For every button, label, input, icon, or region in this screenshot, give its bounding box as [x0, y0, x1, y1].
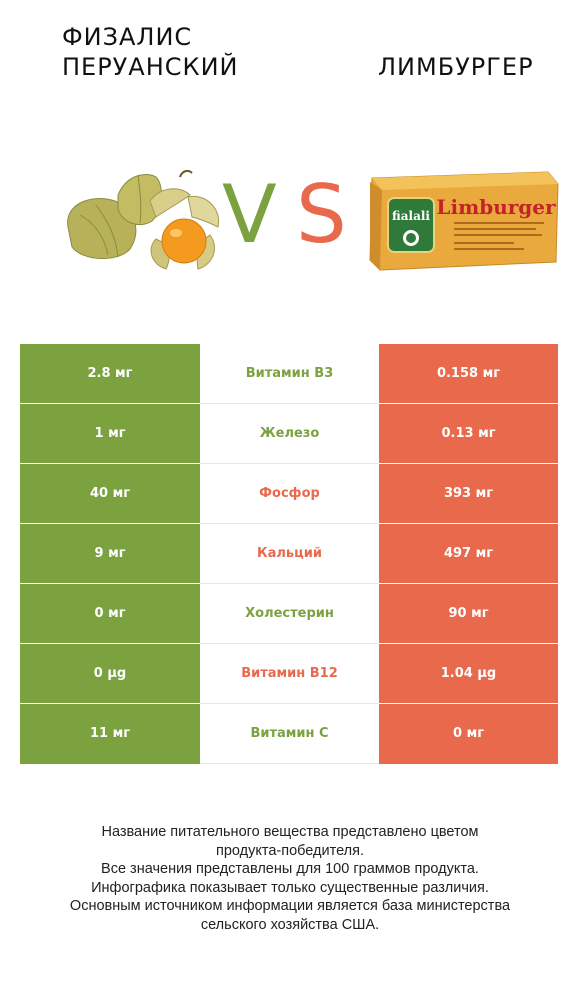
package-brand-text: fialali: [392, 209, 430, 223]
right-value-cell: 0 мг: [379, 703, 558, 764]
right-value-cell: 0.13 мг: [379, 403, 558, 464]
vs-letter-v: V: [222, 168, 277, 261]
footer-line: Название питательного вещества представл…: [101, 824, 479, 840]
nutrient-name-cell: Кальций: [200, 523, 379, 584]
physalis-image: [67, 169, 220, 270]
nutrient-name-cell: Витамин B12: [200, 643, 379, 704]
nutrient-name-cell: Холестерин: [200, 583, 379, 644]
package-name-text: Limburger: [436, 195, 556, 219]
right-value-cell: 497 мг: [379, 523, 558, 584]
nutrient-name-cell: Фосфор: [200, 463, 379, 524]
comparison-table: 2.8 мг Витамин B3 0.158 мг 1 мг Железо 0.13 м…: [20, 344, 558, 764]
comparison-row: 40 мг Фосфор 393 мг: [20, 463, 558, 524]
comparison-row: 2.8 мг Витамин B3 0.158 мг: [20, 344, 558, 404]
right-value-cell: 1.04 µg: [379, 643, 558, 704]
comparison-row: 0 мг Холестерин 90 мг: [20, 583, 558, 644]
comparison-row: 0 µg Витамин B12 1.04 µg: [20, 643, 558, 704]
left-value-cell: 40 мг: [20, 463, 200, 524]
vs-letter-s: S: [296, 168, 347, 261]
left-product-title: ФИЗАЛИС ПЕРУАНСКИЙ: [62, 22, 238, 82]
left-title-line1: ФИЗАЛИС: [62, 23, 193, 51]
footer-line: сельского хозяйства США.: [200, 916, 380, 933]
left-value-cell: 9 мг: [20, 523, 200, 584]
left-value-cell: 0 µg: [20, 643, 200, 704]
right-product-title: ЛИМБУРГЕР: [378, 53, 534, 81]
left-value-cell: 11 мг: [20, 703, 200, 764]
limburger-package-image: fialali Limburger: [369, 171, 559, 271]
comparison-row: 9 мг Кальций 497 мг: [20, 523, 558, 584]
left-value-cell: 2.8 мг: [20, 344, 200, 404]
footer-line: Инфографика показывает только существенн…: [91, 879, 489, 896]
left-title-line2: ПЕРУАНСКИЙ: [62, 53, 239, 81]
left-value-cell: 1 мг: [20, 403, 200, 464]
footer-note: Название питательного вещества представл…: [20, 823, 560, 934]
left-value-cell: 0 мг: [20, 583, 200, 644]
comparison-row: 1 мг Железо 0.13 мг: [20, 403, 558, 464]
right-value-cell: 393 мг: [379, 463, 558, 524]
footer-line: Основным источником информации является …: [69, 898, 511, 914]
footer-line: Все значения представлены для 100 граммо…: [101, 861, 479, 877]
nutrient-name-cell: Железо: [200, 403, 379, 464]
footer-line: продукта-победителя.: [215, 842, 365, 859]
nutrient-name-cell: Витамин B3: [200, 344, 379, 404]
nutrient-name-cell: Витамин C: [200, 703, 379, 764]
right-value-cell: 90 мг: [379, 583, 558, 644]
right-value-cell: 0.158 мг: [379, 344, 558, 404]
